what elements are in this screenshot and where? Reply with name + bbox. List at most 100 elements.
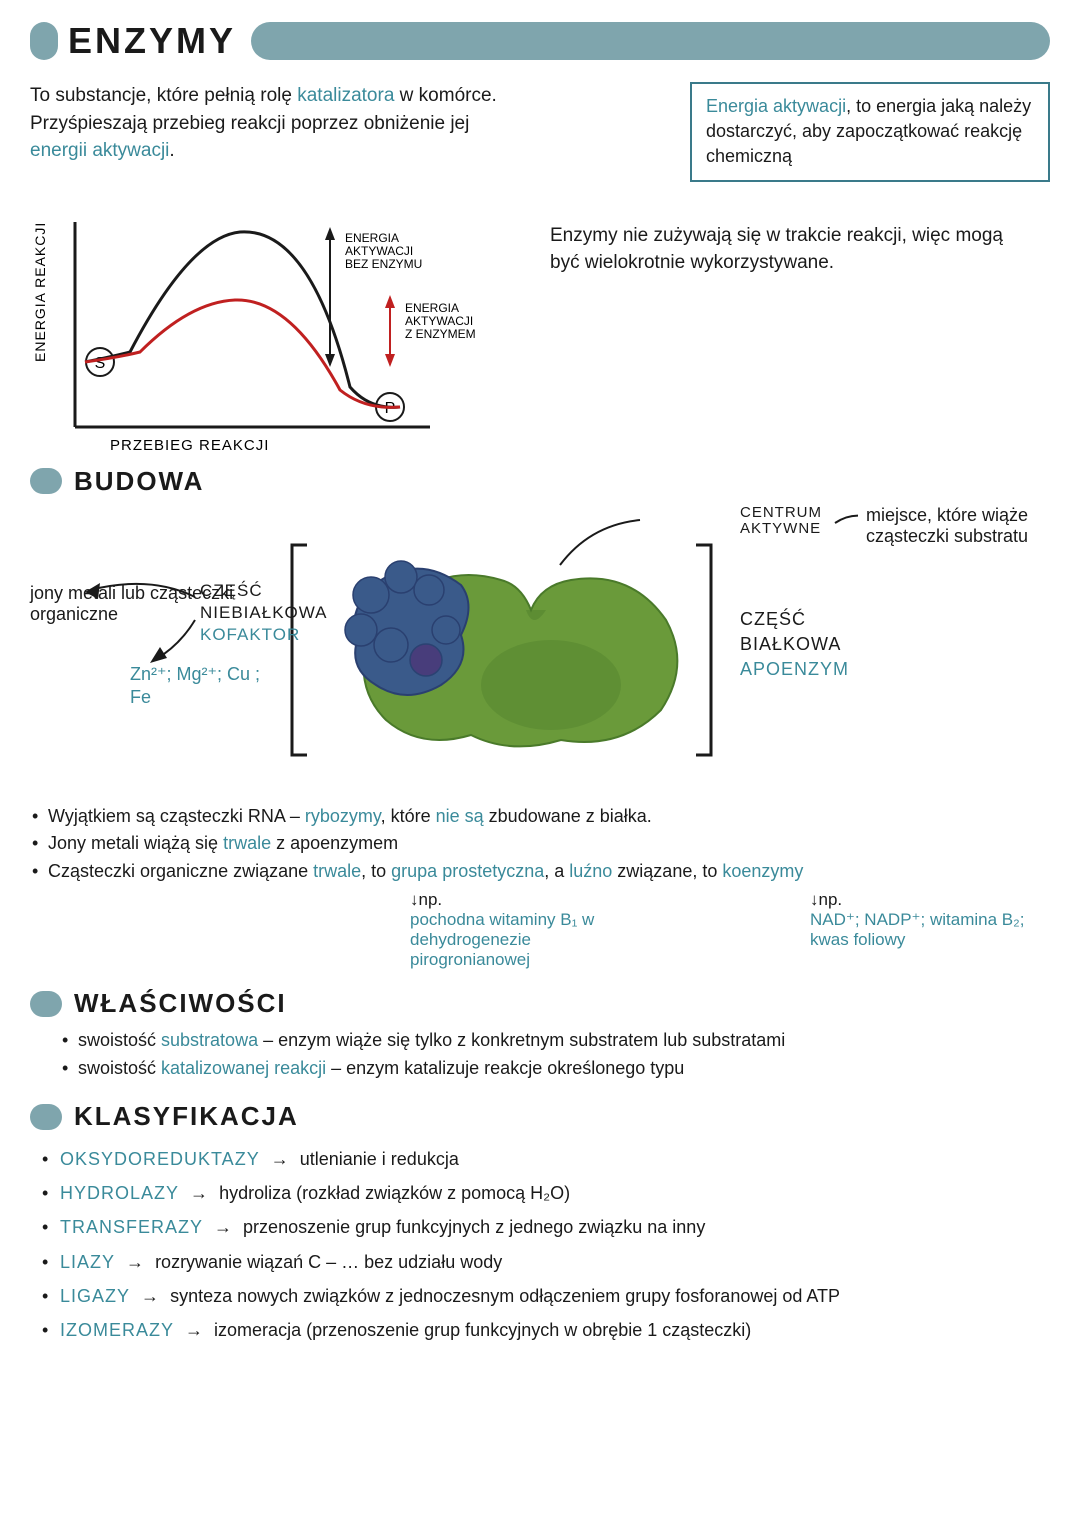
section-klasyfikacja-title: KLASYFIKACJA	[74, 1101, 299, 1132]
title-bar: ENZYMY	[30, 20, 1050, 62]
c4n: LIGAZY	[60, 1286, 130, 1306]
b2c: z apoenzymem	[271, 833, 398, 853]
c5n: IZOMERAZY	[60, 1320, 174, 1340]
intro-3b: .	[169, 140, 174, 161]
intro-row: To substancje, które pełnią rolę kataliz…	[30, 82, 1050, 182]
centrum-lab: CENTRUMAKTYWNE	[740, 505, 822, 538]
b3d: grupa prostetyczna	[391, 861, 544, 881]
section-pill-3	[30, 1104, 62, 1130]
b2a: Jony metali wiążą się	[48, 833, 223, 853]
legend-no-enzyme: ENERGIA AKTYWACJI BEZ ENZYMU	[345, 231, 422, 271]
centrum-arrow	[830, 505, 858, 535]
class-4: LIGAZY → synteza nowych związków z jedno…	[60, 1279, 1050, 1313]
title-pill-left	[30, 22, 58, 60]
intro-3a: energii aktywacji	[30, 140, 169, 161]
arrow-icon: →	[190, 1176, 208, 1210]
prop-1: swoistość substratowa – enzym wiąże się …	[78, 1027, 1050, 1055]
b3c: , to	[361, 861, 391, 881]
c3n: LIAZY	[60, 1252, 115, 1272]
c4d: synteza nowych związków z jednoczesnym o…	[170, 1286, 840, 1306]
section-pill	[30, 468, 62, 494]
b1e: zbudowane z białka.	[484, 806, 652, 826]
chart-ylabel: ENERGIA REAKCJI	[32, 221, 48, 361]
intro-2a: Przyśpieszają przebieg reakcji poprzez o…	[30, 113, 469, 134]
arrow-icon: →	[141, 1279, 159, 1313]
b3f: luźno	[569, 861, 612, 881]
p1c: – enzym wiąże się tylko z konkretnym sub…	[258, 1030, 785, 1050]
section-pill-2	[30, 991, 62, 1017]
energy-chart: ENERGIA REAKCJI S P ENERGIA AKTYWACJI BE…	[30, 192, 520, 472]
ions-ex: Zn²⁺; Mg²⁺; Cu ; Fe	[130, 663, 282, 710]
b3a: Cząsteczki organiczne związane	[48, 861, 313, 881]
chart-row: ENERGIA REAKCJI S P ENERGIA AKTYWACJI BE…	[30, 192, 1050, 472]
b1b: rybozymy	[305, 806, 381, 826]
bullet-3: Cząsteczki organiczne związane trwale, t…	[48, 858, 1050, 886]
ex-left-np: ↓np.	[410, 890, 650, 910]
class-2: TRANSFERAZY → przenoszenie grup funkcyjn…	[60, 1210, 1050, 1244]
ex-left: ↓np. pochodna witaminy B₁ w dehydrogenez…	[410, 890, 650, 970]
prop-2: swoistość katalizowanej reakcji – enzym …	[78, 1055, 1050, 1083]
c1n: HYDROLAZY	[60, 1183, 179, 1203]
b2b: trwale	[223, 833, 271, 853]
p2a: swoistość	[78, 1058, 161, 1078]
ex-right: ↓np. NAD⁺; NADP⁺; witamina B₂; kwas foli…	[810, 890, 1050, 970]
ex-right-np: ↓np.	[810, 890, 1050, 910]
left-labels: jony metali lub cząsteczki organiczne CZ…	[30, 505, 282, 585]
left-lab3: KOFAKTOR	[200, 624, 328, 646]
p2b: katalizowanej reakcji	[161, 1058, 326, 1078]
b3b: trwale	[313, 861, 361, 881]
section-wlasciwosci-header: WŁAŚCIWOŚCI	[30, 988, 1050, 1019]
centrum-pointer	[530, 505, 710, 575]
section-klasyfikacja-header: KLASYFIKACJA	[30, 1101, 1050, 1132]
title-pill-right	[251, 22, 1050, 60]
section-budowa-header: BUDOWA	[30, 466, 1050, 497]
callout-a: Energia aktywacji	[706, 96, 846, 116]
sub-examples: ↓np. pochodna witaminy B₁ w dehydrogenez…	[30, 890, 1050, 970]
centrum-desc: miejsce, które wiąże cząsteczki substrat…	[866, 505, 1050, 547]
class-3: LIAZY → rozrywanie wiązań C – … bez udzi…	[60, 1245, 1050, 1279]
p2c: – enzym katalizuje reakcje określonego t…	[326, 1058, 684, 1078]
right-lab1: CZĘŚĆ	[740, 607, 1050, 632]
class-0: OKSYDOREDUKTAZY → utlenianie i redukcja	[60, 1142, 1050, 1176]
ex-right-text: NAD⁺; NADP⁺; witamina B₂; kwas foliowy	[810, 910, 1050, 950]
structure-row: jony metali lub cząsteczki organiczne CZ…	[30, 505, 1050, 795]
arrow-icon: →	[214, 1210, 232, 1244]
c2n: TRANSFERAZY	[60, 1217, 203, 1237]
c3d: rozrywanie wiązań C – … bez udziału wody	[155, 1252, 502, 1272]
section-wlasciwosci-title: WŁAŚCIWOŚCI	[74, 988, 287, 1019]
b1a: Wyjątkiem są cząsteczki RNA –	[48, 806, 305, 826]
right-labels: CENTRUMAKTYWNE miejsce, które wiąże cząs…	[740, 505, 1050, 683]
side-note: Enzymy nie zużywają się w trakcie reakcj…	[550, 222, 1010, 277]
c5d: izomeracja (przenoszenie grup funkcyjnyc…	[214, 1320, 751, 1340]
c0n: OKSYDOREDUKTAZY	[60, 1149, 260, 1169]
c0d: utlenianie i redukcja	[300, 1149, 459, 1169]
arrow-icon: →	[271, 1142, 289, 1176]
ex-left-text: pochodna witaminy B₁ w dehydrogenezie pi…	[410, 910, 650, 970]
right-lab3: APOENZYM	[740, 657, 1050, 682]
class-1: HYDROLAZY → hydroliza (rozkład związków …	[60, 1176, 1050, 1210]
properties-list: swoistość substratowa – enzym wiąże się …	[60, 1027, 1050, 1083]
b3g: związane, to	[612, 861, 722, 881]
structure-bullets: Wyjątkiem są cząsteczki RNA – rybozymy, …	[30, 803, 1050, 887]
left-lab2: NIEBIAŁKOWA	[200, 602, 328, 624]
b1d: nie są	[436, 806, 484, 826]
bullet-1: Wyjątkiem są cząsteczki RNA – rybozymy, …	[48, 803, 1050, 831]
left-lab1: CZĘŚĆ	[200, 580, 328, 602]
legend-with-enzyme: ENERGIA AKTYWACJI Z ENZYMEM	[405, 301, 477, 341]
callout-box: Energia aktywacji, to energia jaką należ…	[690, 82, 1050, 182]
classification-list: OKSYDOREDUKTAZY → utlenianie i redukcja …	[60, 1142, 1050, 1347]
page-title: ENZYMY	[68, 20, 236, 62]
intro-text: To substancje, które pełnią rolę kataliz…	[30, 82, 497, 182]
b3h: koenzymy	[722, 861, 803, 881]
section-budowa-title: BUDOWA	[74, 466, 204, 497]
c2d: przenoszenie grup funkcyjnych z jednego …	[243, 1217, 705, 1237]
b3e: , a	[544, 861, 569, 881]
c1d: hydroliza (rozkład związków z pomocą H₂O…	[219, 1183, 570, 1203]
arrow-icon: →	[185, 1313, 203, 1347]
b1c: , które	[381, 806, 436, 826]
right-lab2: BIAŁKOWA	[740, 632, 1050, 657]
intro-1b: katalizatora	[297, 85, 394, 106]
intro-1a: To substancje, które pełnią rolę	[30, 85, 297, 106]
p1a: swoistość	[78, 1030, 161, 1050]
bullet-2: Jony metali wiążą się trwale z apoenzyme…	[48, 830, 1050, 858]
